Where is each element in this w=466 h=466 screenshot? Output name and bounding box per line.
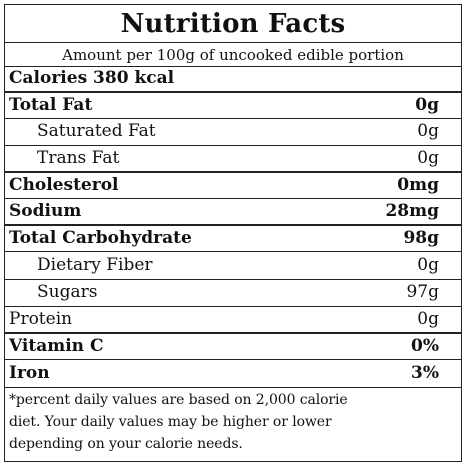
calories-label: Calories 380 kcal bbox=[9, 68, 175, 88]
divider bbox=[5, 198, 461, 199]
nutrient-value: 0g bbox=[417, 255, 439, 275]
nutrient-name: Dietary Fiber bbox=[37, 255, 153, 275]
nutrient-row-sugars: Sugars 97g bbox=[5, 280, 461, 305]
nutrient-name: Vitamin C bbox=[9, 336, 104, 356]
nutrient-name: Iron bbox=[9, 363, 50, 383]
divider bbox=[5, 251, 461, 252]
nutrient-name: Trans Fat bbox=[37, 148, 120, 168]
nutrient-value: 0g bbox=[415, 95, 439, 115]
nutrient-name: Cholesterol bbox=[9, 175, 119, 195]
nutrient-name: Total Carbohydrate bbox=[9, 228, 192, 248]
nutrient-row-total-carbohydrate: Total Carbohydrate 98g bbox=[5, 226, 461, 251]
footnote-line: *percent daily values are based on 2,000… bbox=[9, 392, 348, 408]
divider bbox=[5, 306, 461, 307]
nutrient-name: Saturated Fat bbox=[37, 121, 156, 141]
divider bbox=[5, 42, 461, 43]
label-title: Nutrition Facts bbox=[120, 9, 346, 39]
nutrient-row-cholesterol: Cholesterol 0mg bbox=[5, 173, 461, 198]
divider bbox=[5, 224, 461, 226]
footnote-line: depending on your calorie needs. bbox=[9, 436, 243, 452]
footnote-line: diet. Your daily values may be higher or… bbox=[9, 414, 332, 430]
nutrient-name: Sugars bbox=[37, 282, 98, 302]
nutrient-value: 0g bbox=[417, 121, 439, 141]
nutrient-value: 0g bbox=[417, 148, 439, 168]
nutrient-row-iron: Iron 3% bbox=[5, 361, 461, 386]
nutrient-value: 97g bbox=[406, 282, 439, 302]
nutrient-value: 0mg bbox=[397, 175, 439, 195]
divider bbox=[5, 171, 461, 173]
footnote: *percent daily values are based on 2,000… bbox=[9, 389, 455, 455]
nutrient-row-protein: Protein 0g bbox=[5, 307, 461, 332]
nutrient-name: Protein bbox=[9, 309, 73, 329]
divider bbox=[5, 359, 461, 360]
calories-row: Calories 380 kcal bbox=[5, 66, 461, 91]
nutrient-name: Sodium bbox=[9, 201, 82, 221]
divider bbox=[5, 332, 461, 334]
nutrient-row-sodium: Sodium 28mg bbox=[5, 199, 461, 224]
nutrient-row-trans-fat: Trans Fat 0g bbox=[5, 146, 461, 171]
nutrient-row-dietary-fiber: Dietary Fiber 0g bbox=[5, 253, 461, 278]
nutrient-row-saturated-fat: Saturated Fat 0g bbox=[5, 119, 461, 144]
nutrient-value: 98g bbox=[403, 228, 439, 248]
divider bbox=[5, 145, 461, 146]
nutrient-value: 28mg bbox=[385, 201, 439, 221]
nutrient-row-total-fat: Total Fat 0g bbox=[5, 93, 461, 118]
divider bbox=[5, 387, 461, 388]
nutrition-label: Nutrition Facts Amount per 100g of uncoo… bbox=[4, 4, 462, 462]
serving-info: Amount per 100g of uncooked edible porti… bbox=[62, 46, 404, 64]
divider bbox=[5, 279, 461, 280]
nutrient-value: 0% bbox=[411, 336, 439, 356]
nutrient-value: 3% bbox=[411, 363, 439, 383]
nutrient-row-vitamin-c: Vitamin C 0% bbox=[5, 334, 461, 359]
nutrient-value: 0g bbox=[417, 309, 439, 329]
divider bbox=[5, 91, 461, 93]
divider bbox=[5, 66, 461, 67]
divider bbox=[5, 118, 461, 119]
nutrient-name: Total Fat bbox=[9, 95, 93, 115]
